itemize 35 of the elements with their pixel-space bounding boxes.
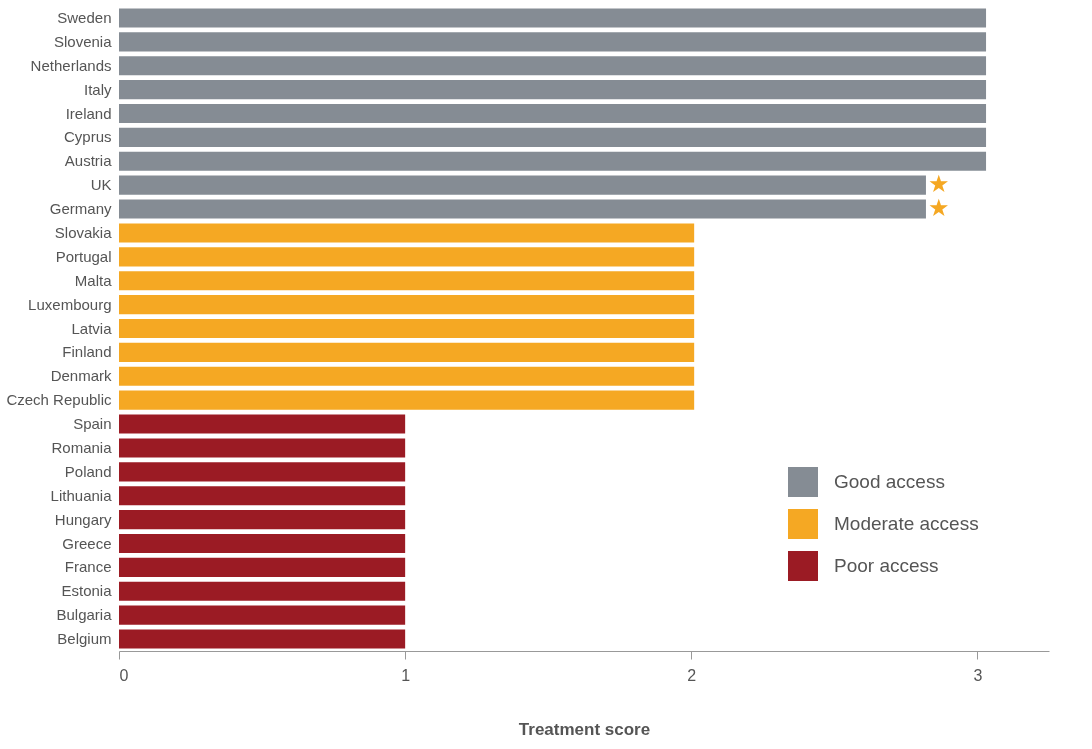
y-tick-label: Romania bbox=[51, 438, 113, 456]
y-tick-label: Portugal bbox=[55, 247, 112, 265]
y-tick-label: Ireland bbox=[65, 104, 112, 122]
y-tick-label: Poland bbox=[64, 462, 112, 480]
y-tick-label: Germany bbox=[49, 200, 112, 218]
y-tick-label: Spain bbox=[73, 415, 112, 433]
y-tick-label: Malta bbox=[74, 271, 113, 289]
y-tick-label: Slovakia bbox=[54, 223, 113, 241]
y-tick-label: Greece bbox=[62, 534, 112, 552]
y-tick-label: Latvia bbox=[71, 319, 113, 337]
x-axis-title: Treatment score bbox=[518, 719, 651, 739]
y-tick-label: UK bbox=[90, 176, 112, 194]
y-tick-label: Hungary bbox=[54, 510, 112, 528]
y-tick-label: Bulgaria bbox=[56, 606, 113, 624]
y-tick-label: Netherlands bbox=[30, 56, 112, 74]
y-tick-label: Sweden bbox=[57, 8, 112, 26]
y-tick-label: Lithuania bbox=[50, 486, 113, 504]
y-tick-label: Belgium bbox=[57, 630, 112, 648]
legend-label: Good access bbox=[834, 471, 945, 492]
x-tick-label: 2 bbox=[687, 666, 697, 684]
legend-label: Moderate access bbox=[834, 513, 979, 534]
y-tick-label: France bbox=[64, 558, 112, 576]
x-tick-label: 3 bbox=[973, 666, 983, 684]
x-tick-label: 1 bbox=[401, 666, 411, 684]
y-tick-label: Cyprus bbox=[63, 128, 112, 146]
y-tick-label: Luxembourg bbox=[28, 295, 112, 313]
y-tick-label: Italy bbox=[83, 80, 112, 98]
y-tick-label: Estonia bbox=[61, 582, 113, 600]
y-tick-label: Finland bbox=[62, 343, 112, 361]
y-tick-label: Austria bbox=[64, 152, 113, 170]
x-tick-label: 0 bbox=[119, 666, 129, 684]
legend-label: Poor access bbox=[834, 555, 939, 576]
y-tick-label: Slovenia bbox=[53, 32, 113, 50]
y-tick-label: Czech Republic bbox=[6, 391, 112, 409]
y-tick-label: Denmark bbox=[50, 367, 112, 385]
